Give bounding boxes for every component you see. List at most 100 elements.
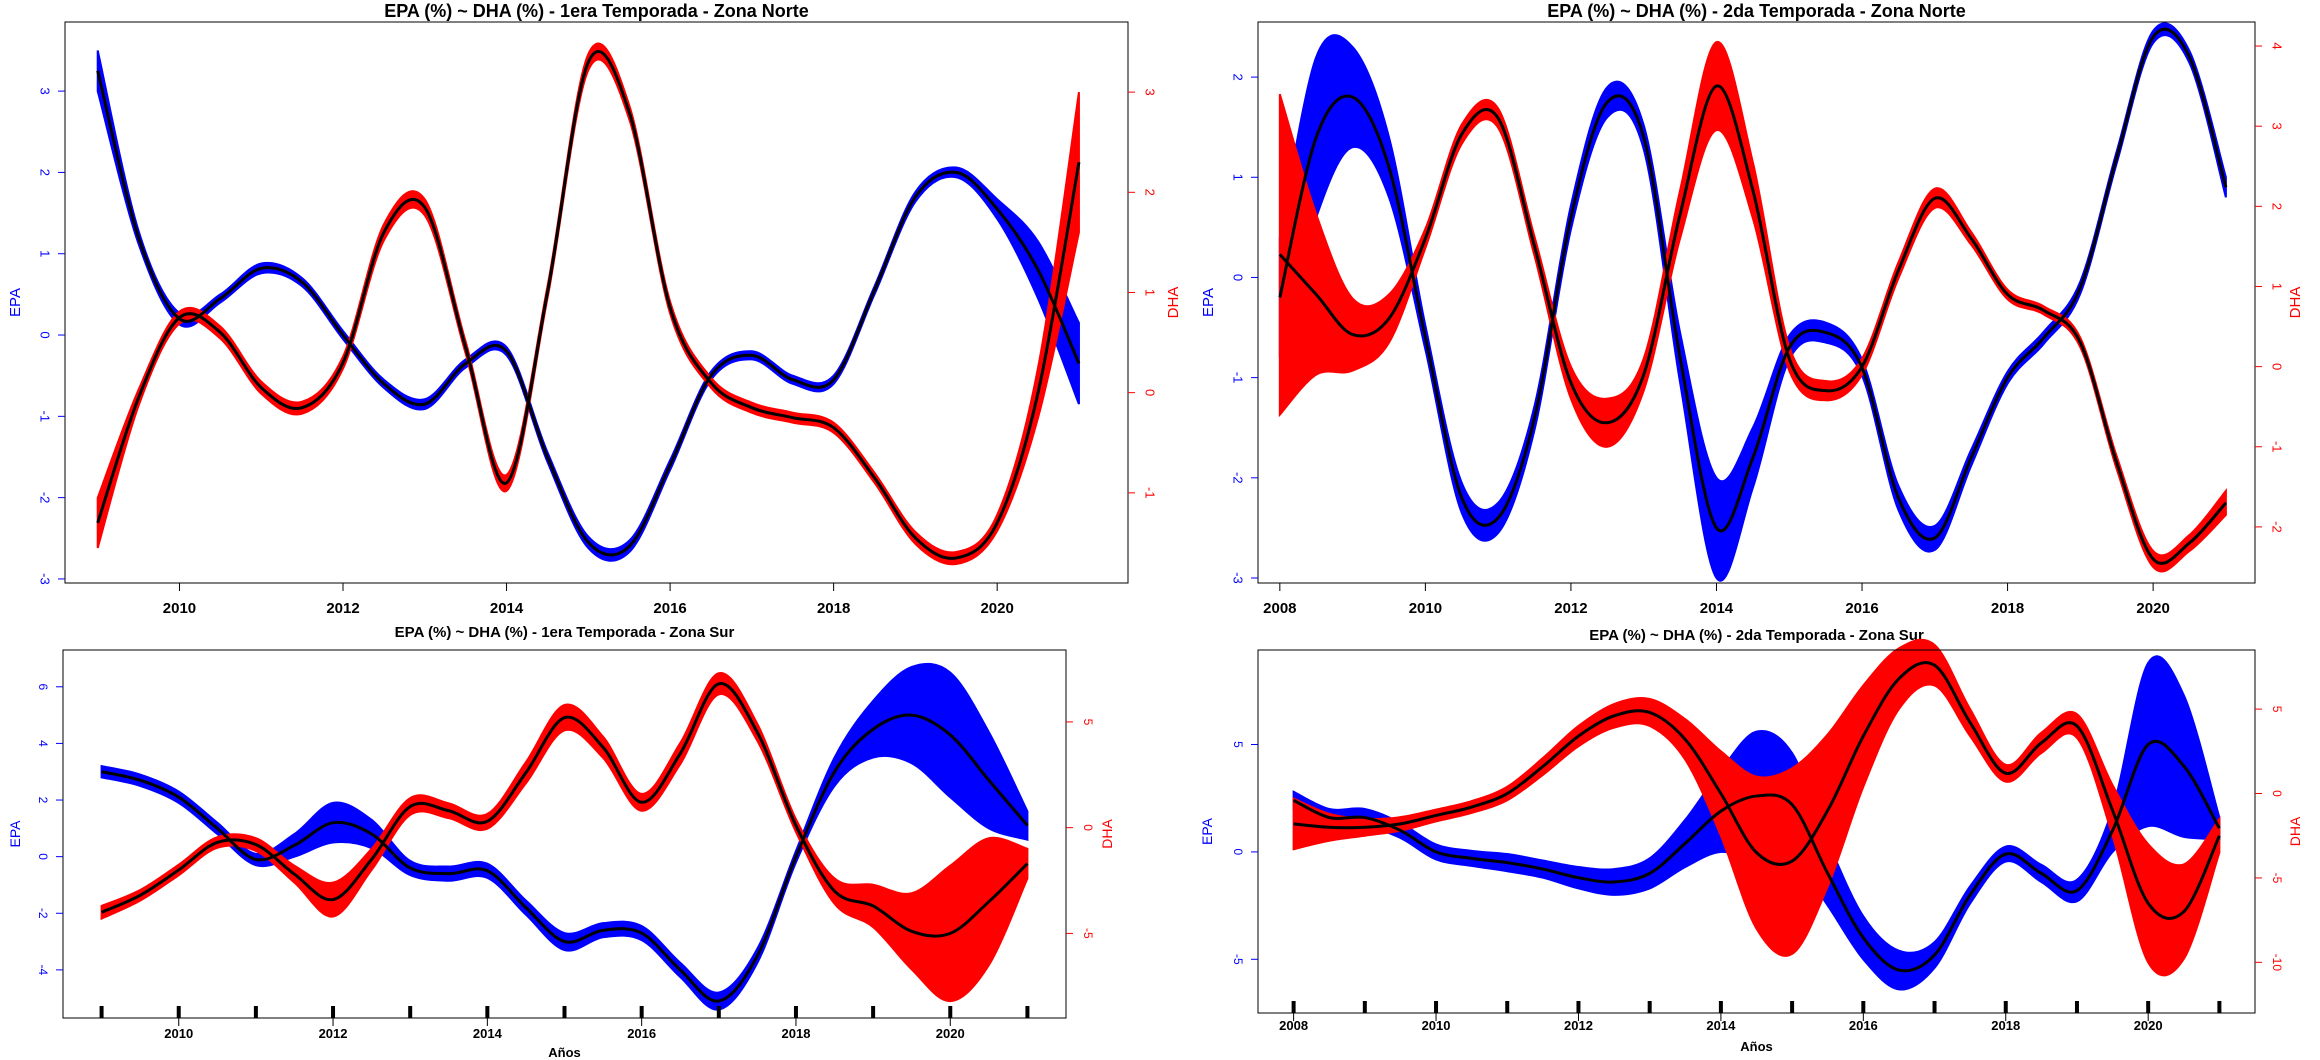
y-axis-label-right: DHA (1099, 819, 1115, 849)
x-tick-label: 2010 (1409, 600, 1442, 617)
y-axis-label-left: EPA (1199, 817, 1215, 845)
plot-frame (1257, 649, 2256, 1014)
x-tick-label: 2010 (1422, 1018, 1451, 1033)
y-left-tick-label: -3 (1231, 572, 1246, 584)
y-right-tick-label: 0 (2270, 363, 2285, 370)
y-left-tick-label: 5 (1231, 741, 1245, 748)
x-tick-label: 2012 (319, 1026, 348, 1041)
y-axis-label-left: EPA (1200, 288, 1217, 317)
y-left-tick-label: 3 (38, 87, 53, 94)
y-left-tick-label: 0 (36, 853, 50, 860)
x-tick-label: 2020 (2134, 1018, 2163, 1033)
y-right-tick-label: 1 (1143, 289, 1158, 296)
y-right-tick-label: 2 (2270, 203, 2285, 210)
y-left-tick-label: 1 (1231, 174, 1246, 181)
y-right-tick-label: 3 (2270, 123, 2285, 130)
chart-4: EPA (%) ~ DHA (%) - 2da Temporada - Zona… (1199, 627, 2303, 1054)
y-right-tick-label: -5 (1081, 928, 1095, 939)
y-left-tick-label: 0 (38, 331, 53, 338)
y-left-tick-label: 2 (36, 797, 50, 804)
y-left-tick-label: -1 (38, 411, 53, 423)
chart-title: EPA (%) ~ DHA (%) - 2da Temporada - Zona… (1589, 627, 1924, 644)
x-tick-label: 2016 (1845, 600, 1878, 617)
y-right-tick-label: 3 (1143, 89, 1158, 96)
y-right-tick-label: 5 (1081, 719, 1095, 726)
x-tick-label: 2020 (980, 600, 1013, 617)
x-tick-label: 2012 (1564, 1018, 1593, 1033)
y-axis-label-right: DHA (1165, 287, 1182, 319)
x-tick-label: 2020 (2136, 600, 2169, 617)
x-tick-label: 2010 (164, 1026, 193, 1041)
x-tick-label: 2014 (473, 1026, 503, 1041)
x-tick-label: 2008 (1279, 1018, 1308, 1033)
plot-frame (1257, 21, 2256, 584)
y-left-tick-label: 0 (1231, 849, 1245, 856)
epa-fitted-line (101, 713, 1029, 1003)
y-left-tick-label: -1 (1231, 372, 1246, 384)
y-left-tick-label: -5 (1231, 954, 1245, 965)
x-tick-label: 2008 (1263, 600, 1296, 617)
chart-3: EPA (%) ~ DHA (%) - 1era Temporada - Zon… (7, 624, 1115, 1060)
y-left-tick-label: 6 (36, 683, 50, 690)
y-right-tick-label: 0 (2270, 790, 2284, 797)
dha-confidence-band (96, 42, 1080, 566)
x-tick-label: 2016 (653, 600, 686, 617)
y-left-tick-label: 2 (38, 169, 53, 176)
y-left-tick-label: -2 (1231, 472, 1246, 484)
chart-title: EPA (%) ~ DHA (%) - 1era Temporada - Zon… (395, 624, 735, 641)
chart-title: EPA (%) ~ DHA (%) - 2da Temporada - Zona… (1547, 1, 1966, 21)
dha-fitted-line (1293, 661, 2221, 920)
y-left-tick-label: -2 (36, 908, 50, 919)
x-tick-label: 2016 (1849, 1018, 1878, 1033)
x-tick-label: 2012 (1554, 600, 1587, 617)
x-tick-label: 2018 (1991, 1018, 2020, 1033)
x-tick-label: 2018 (782, 1026, 811, 1041)
y-left-tick-label: -4 (36, 965, 50, 976)
y-right-tick-label: -1 (1143, 487, 1158, 499)
chart-title: EPA (%) ~ DHA (%) - 1era Temporada - Zon… (384, 1, 809, 21)
x-tick-label: 2014 (1700, 600, 1734, 617)
x-tick-label: 2018 (1991, 600, 2024, 617)
y-right-tick-label: 0 (1143, 389, 1158, 396)
y-left-tick-label: -2 (38, 492, 53, 504)
y-right-tick-label: 1 (2270, 283, 2285, 290)
x-axis-label: Años (548, 1045, 581, 1060)
y-left-tick-label: -3 (38, 573, 53, 585)
dha-fitted-line (100, 682, 1029, 938)
y-right-tick-label: -2 (2270, 521, 2285, 533)
epa-fitted-line (96, 70, 1081, 557)
y-left-tick-label: 1 (37, 250, 52, 257)
x-tick-label: 2016 (627, 1026, 656, 1041)
epa-confidence-band (96, 50, 1080, 562)
y-right-tick-label: -5 (2270, 873, 2284, 884)
y-right-tick-label: -1 (2270, 441, 2285, 453)
plot-frame (64, 21, 1129, 584)
x-tick-label: 2010 (163, 600, 196, 617)
y-left-tick-label: 4 (36, 740, 50, 747)
y-axis-label-right: DHA (2287, 816, 2303, 846)
dha-fitted-line (1278, 84, 2228, 565)
y-right-tick-label: -10 (2270, 954, 2284, 972)
epa-confidence-band (1278, 22, 2227, 582)
y-axis-label-left: EPA (7, 820, 23, 848)
y-right-tick-label: 2 (1143, 189, 1158, 196)
dha-fitted-line (96, 50, 1081, 560)
y-right-tick-label: 4 (2270, 42, 2285, 49)
x-tick-label: 2020 (936, 1026, 965, 1041)
dha-confidence-band (100, 672, 1029, 1003)
epa-fitted-line (1292, 739, 2221, 973)
x-axis-label: Años (1740, 1039, 1773, 1054)
y-axis-label-left: EPA (7, 288, 24, 317)
x-tick-label: 2018 (817, 600, 850, 617)
y-axis-label-right: DHA (2287, 287, 2304, 319)
x-tick-label: 2014 (1706, 1018, 1736, 1033)
y-right-tick-label: 5 (2270, 706, 2284, 713)
y-left-tick-label: 0 (1231, 274, 1246, 281)
chart-1: EPA (%) ~ DHA (%) - 1era Temporada - Zon… (7, 1, 1182, 617)
x-tick-label: 2012 (326, 600, 359, 617)
x-tick-label: 2014 (490, 600, 524, 617)
y-left-tick-label: 2 (1231, 73, 1246, 80)
chart-2: EPA (%) ~ DHA (%) - 2da Temporada - Zona… (1200, 1, 2304, 617)
y-right-tick-label: 0 (1081, 824, 1095, 831)
